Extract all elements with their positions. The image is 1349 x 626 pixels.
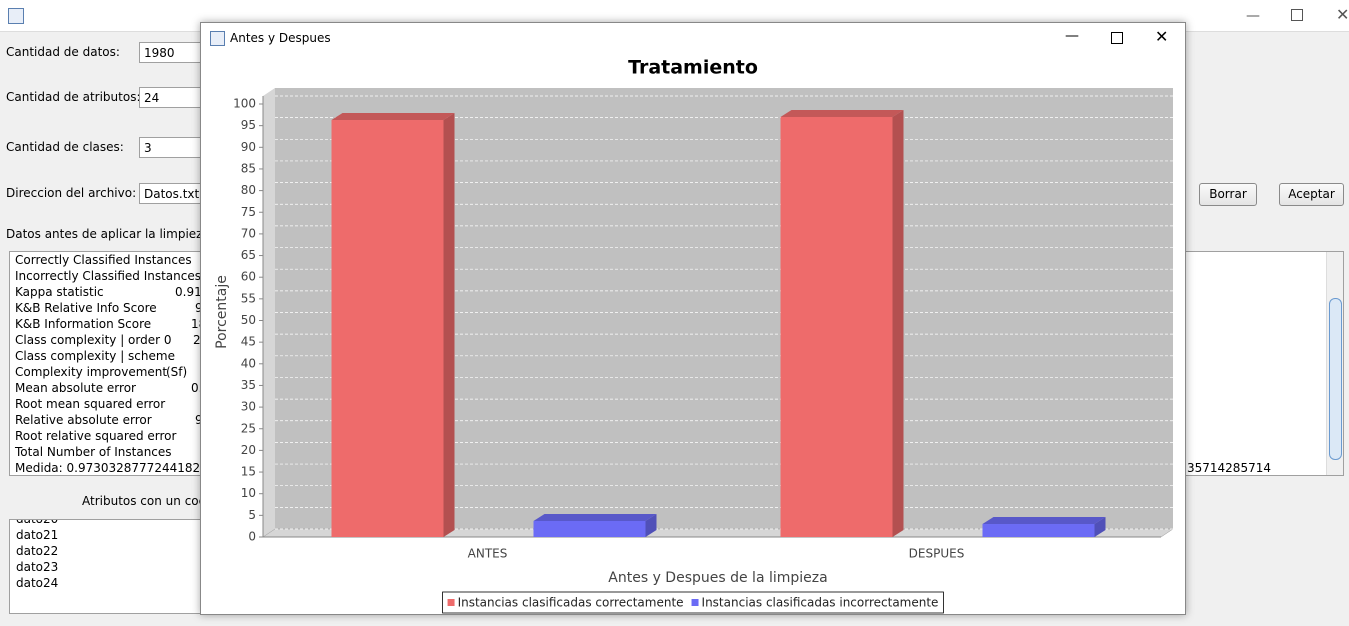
result-line: K&B Information Score [15,317,152,331]
y-tick-label: 0 [248,530,256,544]
list-item: dato23 [16,560,59,574]
field-label: Cantidad de atributos: [6,90,141,104]
result-line: Root relative squared error [15,429,177,443]
bar [780,116,893,538]
y-tick-label: 90 [241,140,256,154]
chart: 0 5 10 15 20 25 30 35 40 45 50 55 60 65 70 75 80 85 90 95 10… [214,57,1174,614]
y-tick-label: 55 [241,291,256,305]
text-input[interactable]: 3 [139,137,209,158]
text-input[interactable]: 24 [139,87,209,108]
result-value: 9 [195,301,203,315]
chart-title: Tratamiento [628,57,758,79]
close-button[interactable]: ✕ [1336,5,1349,24]
field-label: Cantidad de datos: [6,45,120,59]
y-tick-label: 95 [241,118,256,132]
result-line: Correctly Classified Instances [15,253,192,267]
list-item: dato22 [16,544,59,558]
y-tick-label: 30 [241,400,256,414]
text-input[interactable]: Datos.txt [139,183,209,204]
text-input[interactable]: 1980 [139,42,209,63]
result-line: Kappa statistic [15,285,104,299]
bar-top [982,517,1106,525]
field-label: Cantidad de clases: [6,140,124,154]
y-tick-label: 10 [241,486,256,500]
bar-side [443,113,455,538]
y-tick-label: 20 [241,443,256,457]
app-icon [210,31,225,46]
y-tick-label: 60 [241,270,256,284]
y-tick-label: 5 [248,508,256,522]
y-tick-label: 70 [241,226,256,240]
result-value: 2 [193,333,201,347]
section-label: Datos antes de aplicar la limpieza [6,227,210,241]
bar-top [331,113,455,121]
result-value: 9 [195,413,203,427]
y-tick-label: 40 [241,356,256,370]
field-label: Direccion del archivo: [6,186,137,200]
result-line: K&B Relative Info Score [15,301,157,315]
y-tick-label: 35 [241,378,256,392]
result-line: Total Number of Instances [15,445,172,459]
maximize-button[interactable] [1291,9,1303,21]
bar [533,520,646,537]
y-tick-label: 100 [233,97,256,111]
x-axis-label: Antes y Despues de la limpieza [608,570,827,586]
result-value: 0. [191,381,203,395]
dialog: Antes y Despues — ✕ 0 5 10 15 20 25 30 35 40 45 50… [200,22,1186,615]
legend-label: Instancias clasificadas correctamente [458,596,684,610]
y-axis-label: Porcentaje [214,275,230,349]
bar-side [645,513,657,537]
bar [982,524,1095,537]
dialog-titlebar: Antes y Despues — ✕ [201,23,1185,53]
attribute-list[interactable]: dato20 dato21 dato22 dato23 dato24 [9,519,209,614]
button[interactable]: Borrar [1199,183,1257,206]
bar-side [1094,517,1106,537]
bar-top [780,109,904,117]
list-item: dato24 [16,576,59,590]
result-line: Class complexity | order 0 [15,333,172,347]
result-line: Medida: 0.9730328777244182 Pr [15,461,216,475]
minimize-button[interactable]: — [1065,28,1079,44]
y-tick-label: 15 [241,465,256,479]
result-value: (Sf) [166,365,188,379]
bar [331,120,444,538]
plot-side-wall [263,88,275,537]
bar-top [533,513,657,521]
y-tick-label: 50 [241,313,256,327]
x-tick-label: DESPUES [909,547,965,561]
list-item: dato21 [16,528,59,542]
y-tick-label: 45 [241,335,256,349]
result-line: Relative absolute error [15,413,152,427]
legend-label: Instancias clasificadas incorrectamente [702,596,939,610]
app-icon [8,8,24,24]
legend-swatch [691,599,699,606]
section-label: Atributos con un coefi [82,494,214,508]
result-line: Root mean squared error [15,397,166,411]
dialog-title: Antes y Despues [230,31,331,45]
result-line: Class complexity | scheme [15,349,175,363]
button[interactable]: Aceptar [1279,183,1344,206]
y-tick-label: 75 [241,205,256,219]
legend-swatch [447,599,455,606]
x-tick-label: ANTES [468,547,508,561]
bar-side [892,109,904,538]
y-tick-label: 65 [241,248,256,262]
result-line: Mean absolute error [15,381,136,395]
scrollbar[interactable] [1326,252,1343,475]
results-tail: 35714285714 [1187,461,1271,475]
y-tick-label: 80 [241,183,256,197]
close-button[interactable]: ✕ [1155,27,1169,46]
list-item: dato20 [16,519,59,526]
scroll-thumb[interactable] [1329,298,1342,460]
y-tick-label: 85 [241,161,256,175]
result-line: Incorrectly Classified Instances [15,269,201,283]
maximize-button[interactable] [1111,32,1123,44]
result-line: Complexity improvement [15,365,168,379]
y-tick-label: 25 [241,421,256,435]
minimize-button[interactable]: — [1246,8,1260,24]
